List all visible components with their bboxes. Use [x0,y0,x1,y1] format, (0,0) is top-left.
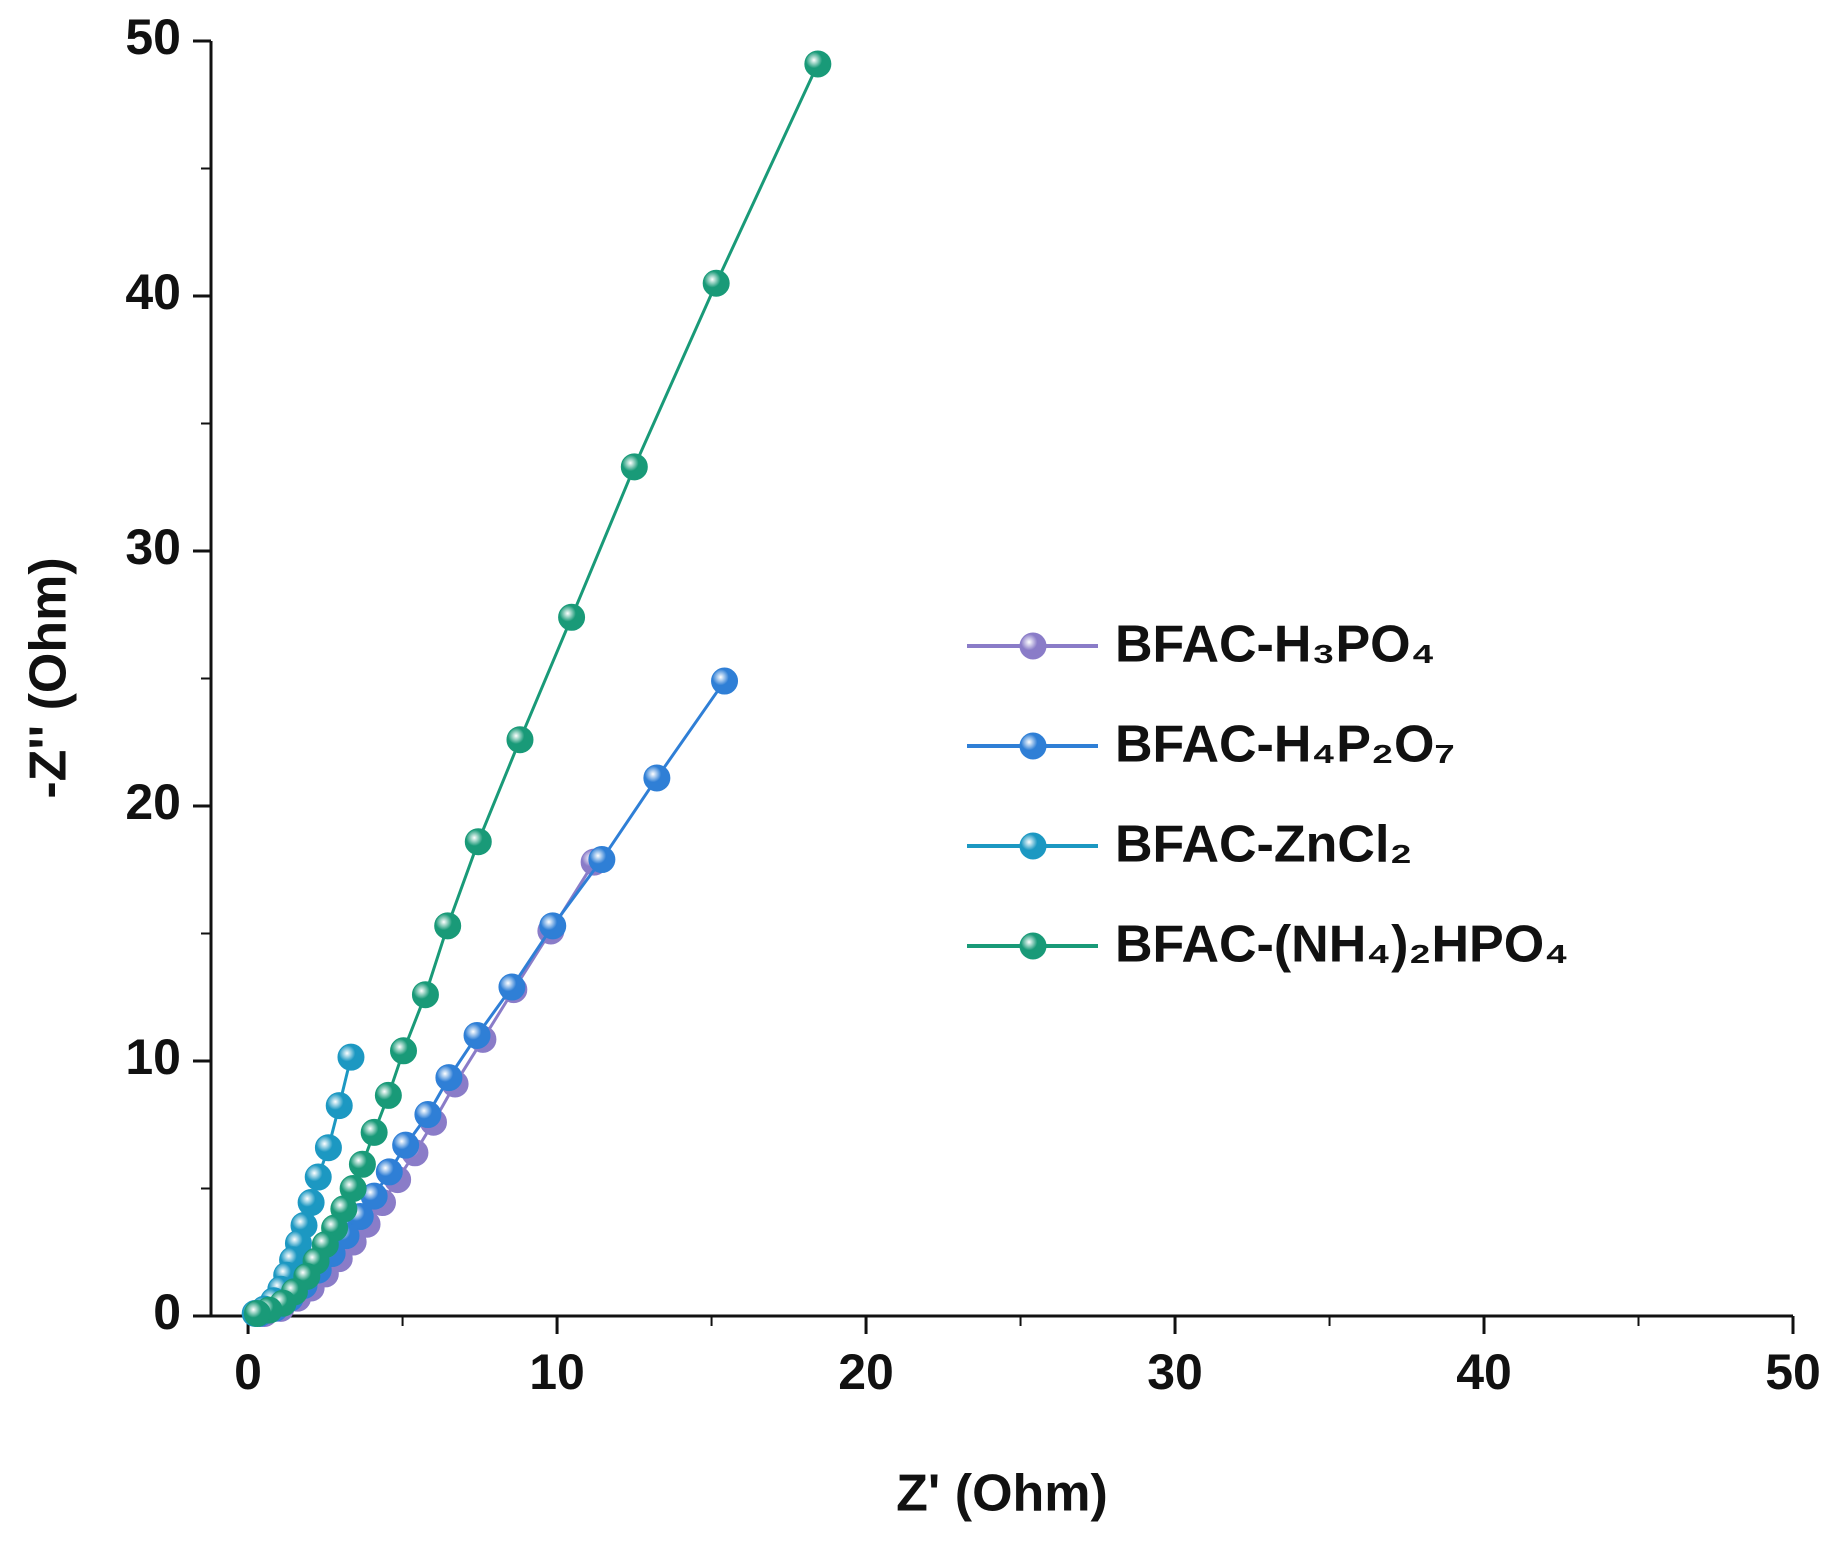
data-point [464,828,492,856]
y-tick-label: 0 [153,1284,181,1340]
legend-label: BFAC-(NH₄)₂HPO₄ [1115,916,1569,974]
legend-marker [1019,932,1047,960]
x-axis-title: Z' (Ohm) [896,1465,1108,1523]
y-tick-label: 20 [125,774,181,830]
data-point [539,912,567,940]
x-tick-label: 40 [1456,1344,1512,1400]
data-point [711,667,739,695]
data-point [463,1022,491,1049]
data-point [643,764,671,792]
data-point [304,1163,332,1191]
legend-marker [1019,732,1047,760]
x-tick-label: 10 [529,1344,585,1400]
x-tick-label: 20 [838,1344,894,1400]
legend-marker [1019,632,1047,660]
y-tick-label: 50 [125,9,181,65]
x-tick-label: 0 [234,1344,262,1400]
data-point [414,1101,442,1129]
data-point [314,1134,342,1162]
data-point [588,846,616,874]
data-point [620,453,648,481]
data-point [702,269,730,297]
data-point [360,1118,388,1146]
data-point [325,1092,353,1120]
data-point [506,726,534,754]
data-point [804,50,832,78]
data-point [374,1081,402,1109]
y-tick-label: 10 [125,1029,181,1085]
data-point [411,981,439,1009]
legend-label: BFAC-H₃PO₄ [1115,616,1435,674]
data-point [375,1158,403,1186]
data-point [558,603,586,631]
y-axis-title: -Z'' (Ohm) [20,557,78,798]
data-point [392,1131,420,1159]
data-point [297,1189,325,1217]
y-tick-label: 30 [125,519,181,575]
legend-label: BFAC-H₄P₂O₇ [1115,716,1455,774]
data-point [435,1064,463,1092]
data-point [498,973,526,1001]
data-point [434,912,462,940]
x-tick-label: 30 [1147,1344,1203,1400]
y-tick-label: 40 [125,264,181,320]
data-point [337,1043,365,1071]
data-point [243,1299,271,1327]
data-point [348,1150,376,1178]
x-tick-label: 50 [1765,1344,1821,1400]
data-point [389,1037,417,1065]
legend-marker [1019,832,1047,860]
legend-label: BFAC-ZnCl₂ [1115,816,1413,874]
